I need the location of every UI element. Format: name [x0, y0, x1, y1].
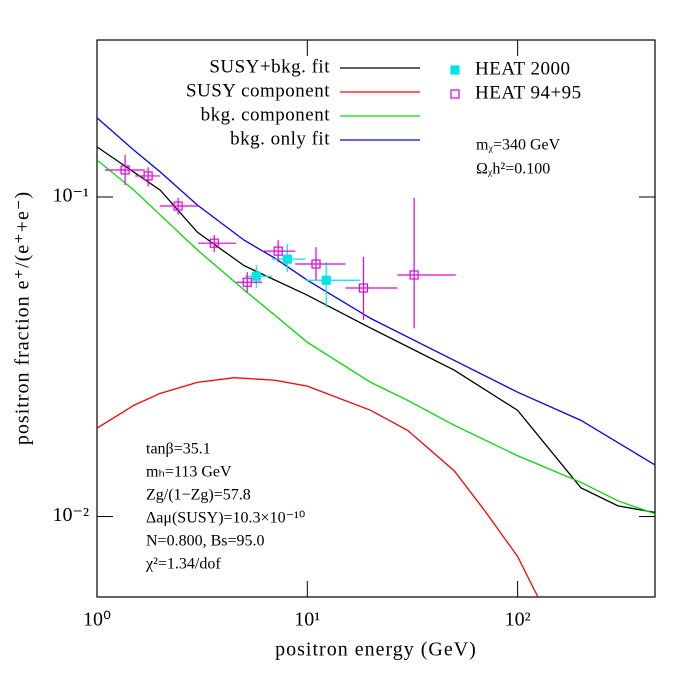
- legend-label: bkg. only fit: [230, 128, 330, 149]
- x-tick-label: 10¹: [294, 609, 320, 631]
- annotation: mₕ=113 GeV: [146, 464, 232, 481]
- annotation: Zg/(1−Zg)=57.8: [146, 487, 251, 504]
- marker: [120, 165, 130, 175]
- plot-frame: [96, 39, 656, 598]
- marker: [209, 238, 219, 248]
- annotation: Δaμ(SUSY)=10.3×10⁻¹⁰: [146, 510, 305, 527]
- series-line: [97, 146, 655, 514]
- annotation: Ωᵪh²=0.100: [476, 161, 550, 178]
- annotation: χ²=1.34/dof: [145, 556, 221, 573]
- marker: [282, 254, 292, 264]
- legend-label: HEAT 94+95: [475, 82, 582, 103]
- legend-label: HEAT 2000: [475, 58, 570, 79]
- marker: [321, 275, 331, 285]
- annotation: tanβ=35.1: [146, 441, 211, 458]
- marker: [358, 283, 369, 293]
- legend-label: SUSY component: [186, 80, 330, 101]
- y-tick-label: 10⁻²: [52, 504, 89, 526]
- annotation: mᵪ=340 GeV: [476, 137, 561, 154]
- legend-marker: [450, 89, 460, 99]
- legend-marker: [450, 65, 460, 75]
- series-line: [97, 117, 655, 466]
- series-line: [97, 377, 539, 597]
- marker: [173, 201, 183, 211]
- series-line: [97, 159, 655, 515]
- marker: [251, 271, 261, 281]
- y-tick-label: 10⁻¹: [52, 185, 89, 207]
- legend-label: bkg. component: [201, 104, 331, 125]
- marker: [311, 259, 321, 269]
- marker: [409, 270, 419, 280]
- y-axis-label: positron fraction e⁺/(e⁺+e⁻): [12, 191, 34, 445]
- annotation: N=0.800, Bs=95.0: [146, 533, 265, 550]
- x-tick-label: 10²: [505, 609, 531, 631]
- x-tick-label: 10⁰: [83, 609, 111, 631]
- legend-label: SUSY+bkg. fit: [209, 56, 330, 77]
- x-axis-label: positron energy (GeV): [275, 639, 477, 661]
- marker: [242, 277, 252, 287]
- marker: [143, 171, 153, 181]
- marker: [273, 246, 283, 256]
